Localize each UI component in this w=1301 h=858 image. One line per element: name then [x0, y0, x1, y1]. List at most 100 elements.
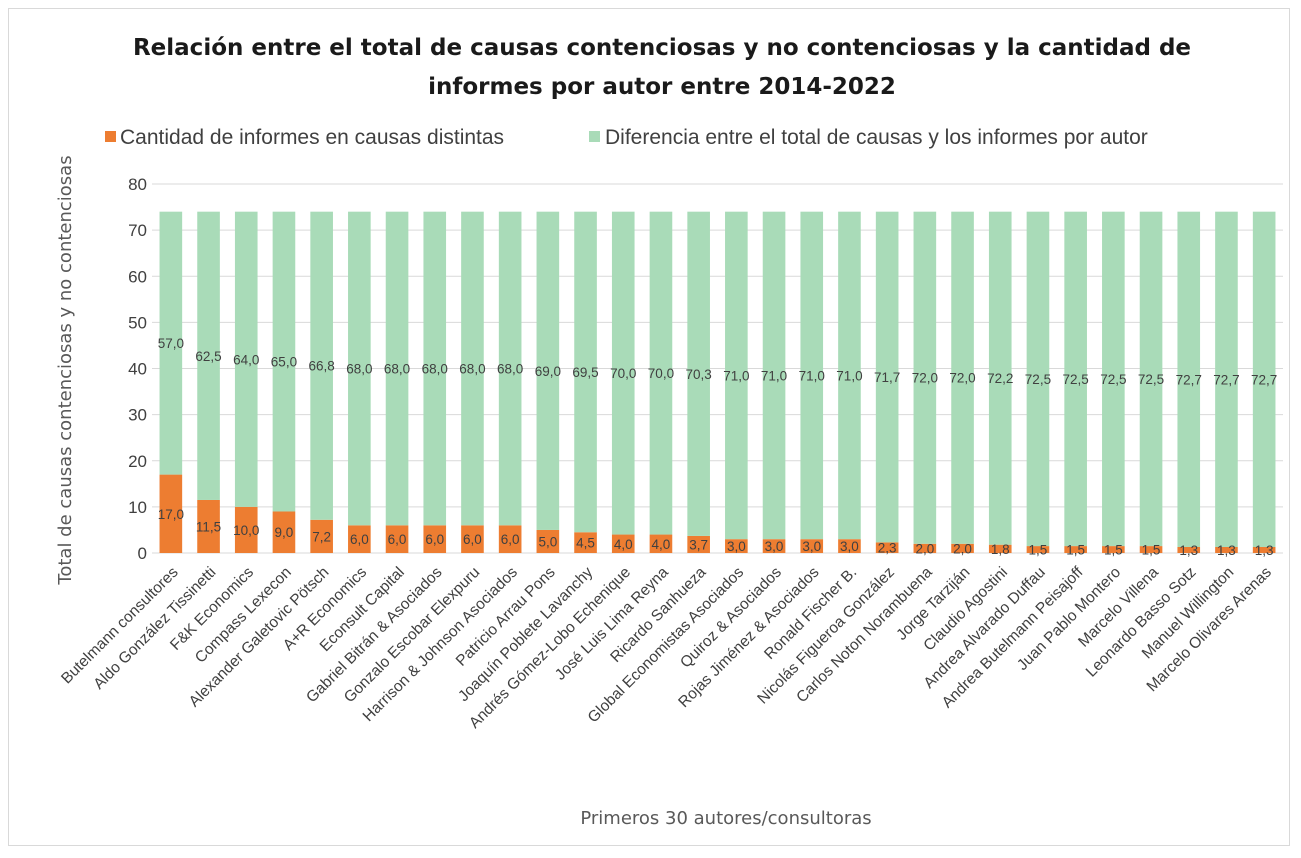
bar-diferencia	[1102, 211, 1125, 547]
bar-diferencia	[197, 211, 220, 500]
data-label-diferencia: 72,5	[1138, 372, 1164, 387]
data-label-informes: 1,3	[1179, 543, 1198, 558]
bar-diferencia	[1026, 211, 1050, 547]
data-label-diferencia: 68,0	[459, 362, 485, 377]
bar-informes	[800, 539, 824, 553]
data-label-informes: 3,7	[689, 537, 708, 552]
legend-label-diferencia: Diferencia entre el total de causas y lo…	[605, 126, 1148, 149]
data-label-diferencia: 72,7	[1251, 372, 1277, 387]
data-label-diferencia: 72,5	[1025, 372, 1051, 387]
y-axis-title: Total de causas contenciosas y no conten…	[55, 155, 76, 585]
bar-informes	[272, 511, 296, 553]
bar-informes	[498, 525, 522, 553]
data-label-informes: 6,0	[350, 532, 369, 547]
bar-diferencia	[725, 211, 748, 540]
data-label-informes: 10,0	[233, 523, 259, 538]
data-label-diferencia: 62,5	[195, 349, 221, 364]
data-label-informes: 1,5	[1066, 543, 1085, 558]
data-label-informes: 3,0	[765, 539, 784, 554]
bar-diferencia	[913, 211, 937, 544]
x-axis-title: Primeros 30 autores/consultoras	[580, 808, 871, 829]
chart-title-line-1: Relación entre el total de causas conten…	[133, 35, 1191, 61]
data-label-informes: 6,0	[388, 532, 407, 547]
legend-label-informes: Cantidad de informes en causas distintas	[120, 126, 504, 149]
data-label-informes: 1,3	[1255, 543, 1274, 558]
bar-diferencia	[762, 211, 786, 540]
y-axis-ticks: 0 10 20 30 40 50 60 70 80	[128, 175, 147, 563]
data-label-diferencia: 71,0	[723, 368, 749, 383]
data-label-informes: 1,5	[1104, 543, 1123, 558]
bar-informes	[461, 525, 484, 553]
legend-swatch-informes	[105, 131, 116, 142]
bar-informes	[1139, 546, 1163, 553]
bar-informes	[348, 525, 371, 553]
data-label-informes: 3,0	[802, 539, 821, 554]
data-label-informes: 4,0	[652, 537, 671, 552]
data-label-diferencia: 72,7	[1213, 372, 1239, 387]
data-label-diferencia: 72,5	[1063, 372, 1089, 387]
data-label-diferencia: 68,0	[422, 362, 448, 377]
data-label-informes: 1,5	[1142, 543, 1161, 558]
bar-diferencia	[461, 211, 484, 526]
data-label-diferencia: 72,0	[949, 371, 975, 386]
data-label-diferencia: 68,0	[346, 362, 372, 377]
legend-swatch-diferencia	[589, 131, 600, 142]
data-label-diferencia: 69,0	[535, 364, 561, 379]
y-tick-label: 60	[128, 267, 147, 286]
data-label-diferencia: 66,8	[309, 359, 335, 374]
data-label-informes: 2,0	[915, 541, 934, 556]
bar-diferencia	[611, 211, 635, 535]
bar-diferencia	[649, 211, 673, 535]
bar-informes	[687, 535, 710, 553]
bar-informes	[1064, 546, 1087, 553]
data-label-diferencia: 70,3	[686, 367, 712, 382]
bar-diferencia	[272, 211, 296, 512]
data-label-diferencia: 68,0	[384, 362, 410, 377]
data-label-informes: 6,0	[463, 532, 482, 547]
bar-informes	[574, 532, 597, 553]
bar-informes	[762, 539, 786, 553]
bar-informes	[197, 499, 220, 553]
data-label-diferencia: 72,5	[1100, 372, 1126, 387]
data-label-informes: 17,0	[158, 507, 184, 522]
legend: Cantidad de informes en causas distintas…	[105, 126, 1148, 149]
bar-diferencia	[536, 211, 560, 530]
data-label-informes: 7,2	[312, 529, 331, 544]
bar-informes	[1177, 547, 1201, 553]
bar-informes	[988, 544, 1012, 553]
bar-informes	[611, 534, 635, 553]
bar-informes	[1026, 546, 1050, 553]
bar-diferencia	[348, 211, 371, 526]
y-tick-label: 70	[128, 221, 147, 240]
bar-diferencia	[234, 211, 258, 507]
bar-diferencia	[1215, 211, 1238, 548]
data-label-diferencia: 72,7	[1176, 372, 1202, 387]
data-label-informes: 5,0	[538, 534, 557, 549]
bar-diferencia	[1252, 211, 1276, 548]
data-label-diferencia: 64,0	[233, 352, 259, 367]
bar-informes	[536, 529, 560, 553]
data-label-diferencia: 57,0	[158, 336, 184, 351]
bar-diferencia	[1064, 211, 1087, 547]
data-label-informes: 3,0	[727, 539, 746, 554]
data-label-diferencia: 68,0	[497, 362, 523, 377]
data-label-diferencia: 72,0	[912, 371, 938, 386]
y-tick-label: 40	[128, 360, 147, 379]
data-label-diferencia: 72,2	[987, 371, 1013, 386]
data-label-diferencia: 65,0	[271, 355, 297, 370]
data-label-informes: 6,0	[425, 532, 444, 547]
data-label-informes: 2,3	[878, 541, 897, 556]
y-tick-label: 30	[128, 406, 147, 425]
data-label-informes: 2,0	[953, 541, 972, 556]
bar-diferencia	[498, 211, 522, 526]
bar-informes	[385, 525, 409, 553]
bar-diferencia	[423, 211, 447, 526]
bar-diferencia	[875, 211, 899, 543]
bar-informes	[1215, 547, 1238, 553]
data-label-informes: 4,0	[614, 537, 633, 552]
bar-informes	[913, 543, 937, 553]
y-tick-label: 10	[128, 498, 147, 517]
bars	[159, 211, 1276, 553]
